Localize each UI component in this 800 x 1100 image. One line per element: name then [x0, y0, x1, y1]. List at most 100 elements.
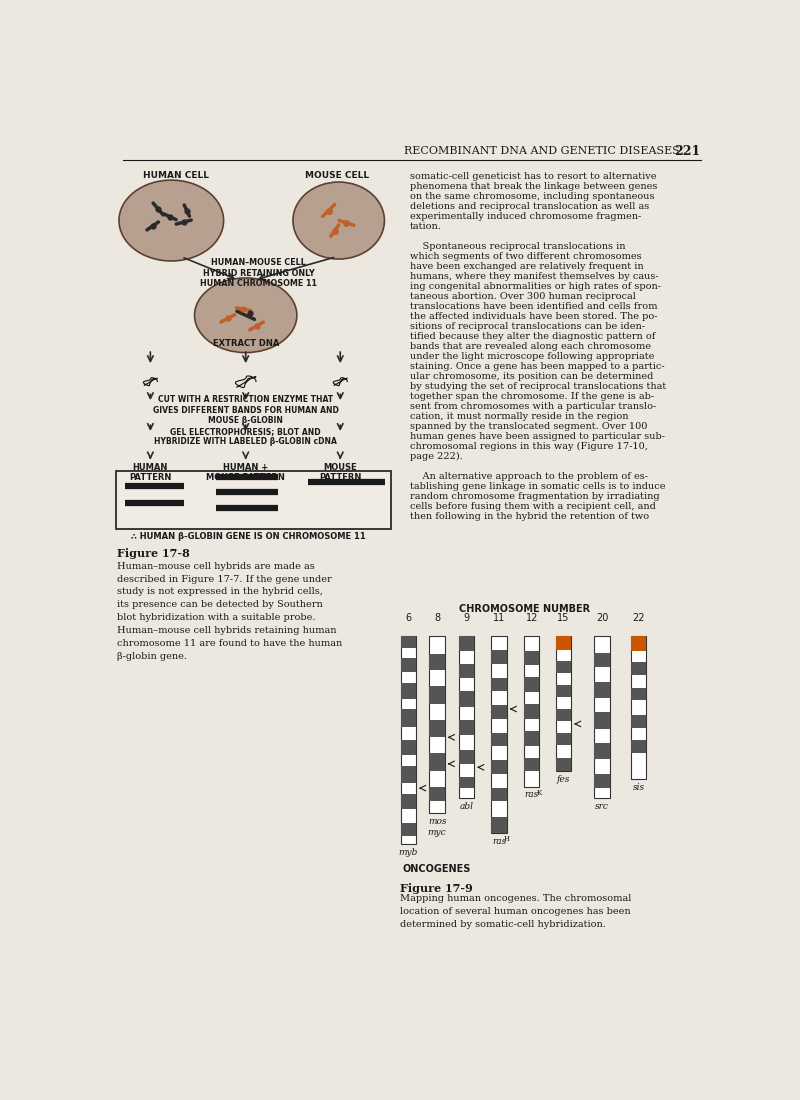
Bar	[459, 720, 474, 735]
Text: Mapping human oncogenes. The chromosomal
location of several human oncogenes has: Mapping human oncogenes. The chromosomal…	[400, 894, 631, 930]
Text: deletions and reciprocal translocation as well as: deletions and reciprocal translocation a…	[410, 202, 650, 211]
Text: src: src	[595, 802, 609, 811]
Text: sis: sis	[633, 783, 645, 792]
Bar	[594, 773, 610, 789]
Text: K: K	[536, 789, 542, 796]
Text: An alternative approach to the problem of es-: An alternative approach to the problem o…	[410, 472, 648, 482]
Text: 6: 6	[406, 614, 411, 624]
Bar	[556, 661, 571, 673]
Text: bands that are revealed along each chromosome: bands that are revealed along each chrom…	[410, 342, 651, 351]
Text: ∴ HUMAN β-GLOBIN GENE IS ON CHROMOSOME 11: ∴ HUMAN β-GLOBIN GENE IS ON CHROMOSOME 1…	[131, 531, 366, 540]
Bar	[631, 662, 646, 674]
Bar	[401, 636, 416, 845]
Bar	[401, 710, 416, 727]
Text: ing congenital abnormalities or high rates of spon-: ing congenital abnormalities or high rat…	[410, 282, 661, 292]
Text: MOUSE
PATTERN: MOUSE PATTERN	[319, 463, 362, 483]
Text: taneous abortion. Over 300 human reciprocal: taneous abortion. Over 300 human recipro…	[410, 293, 636, 301]
Text: humans, where they manifest themselves by caus-: humans, where they manifest themselves b…	[410, 272, 658, 282]
Bar	[594, 682, 610, 697]
Bar	[459, 749, 474, 764]
Text: human genes have been assigned to particular sub-: human genes have been assigned to partic…	[410, 432, 665, 441]
Bar	[401, 636, 416, 648]
Bar	[491, 788, 507, 801]
Bar	[631, 688, 646, 701]
Bar	[401, 740, 416, 755]
Bar	[594, 652, 610, 667]
Text: CHROMOSOME NUMBER: CHROMOSOME NUMBER	[459, 604, 590, 614]
Bar	[491, 650, 507, 663]
Text: cells before fusing them with a recipient cell, and: cells before fusing them with a recipien…	[410, 503, 656, 512]
Text: ONCOGENES: ONCOGENES	[402, 865, 470, 874]
Bar	[491, 733, 507, 746]
Text: abl: abl	[459, 802, 474, 811]
Bar	[556, 636, 571, 771]
Text: fes: fes	[557, 774, 570, 784]
Ellipse shape	[194, 278, 297, 353]
Text: 22: 22	[632, 614, 645, 624]
Bar	[430, 754, 445, 771]
Text: experimentally induced chromosome fragmen-: experimentally induced chromosome fragme…	[410, 212, 642, 221]
Text: Figure 17-8: Figure 17-8	[117, 548, 190, 559]
Text: Human–mouse cell hybrids are made as
described in Figure 17-7. If the gene under: Human–mouse cell hybrids are made as des…	[117, 562, 342, 661]
Text: CUT WITH A RESTRICTION ENZYME THAT
GIVES DIFFERENT BANDS FOR HUMAN AND
MOUSE β-G: CUT WITH A RESTRICTION ENZYME THAT GIVES…	[153, 395, 338, 425]
Bar	[491, 636, 507, 833]
Text: together span the chromosome. If the gene is ab-: together span the chromosome. If the gen…	[410, 393, 654, 402]
Text: HUMAN
PATTERN: HUMAN PATTERN	[129, 463, 171, 483]
Bar	[556, 758, 571, 771]
Text: HUMAN–MOUSE CELL
HYBRID RETAINING ONLY
HUMAN CHROMOSOME 11: HUMAN–MOUSE CELL HYBRID RETAINING ONLY H…	[200, 258, 318, 288]
Bar	[459, 691, 474, 707]
Ellipse shape	[293, 182, 385, 258]
Text: tified because they alter the diagnostic pattern of: tified because they alter the diagnostic…	[410, 332, 655, 341]
Bar	[556, 710, 571, 722]
Bar	[491, 760, 507, 773]
Text: which segments of two different chromosomes: which segments of two different chromoso…	[410, 252, 642, 261]
Text: 8: 8	[434, 614, 440, 624]
Text: tation.: tation.	[410, 222, 442, 231]
Bar	[594, 744, 610, 759]
Bar	[631, 740, 646, 754]
Text: EXTRACT DNA: EXTRACT DNA	[213, 339, 279, 348]
Text: 221: 221	[674, 145, 701, 157]
Bar	[631, 636, 646, 650]
Bar	[491, 817, 507, 833]
Text: 9: 9	[463, 614, 470, 624]
Bar	[401, 824, 416, 836]
Bar	[594, 713, 610, 728]
Bar	[594, 636, 610, 799]
Bar	[115, 471, 390, 529]
Text: tablishing gene linkage in somatic cells is to induce: tablishing gene linkage in somatic cells…	[410, 482, 666, 492]
Text: translocations have been identified and cells from: translocations have been identified and …	[410, 302, 658, 311]
Text: ras: ras	[492, 836, 506, 846]
Bar	[459, 636, 474, 799]
Bar	[524, 636, 539, 786]
Text: on the same chromosome, including spontaneous: on the same chromosome, including sponta…	[410, 192, 654, 201]
Text: phenomena that break the linkage between genes: phenomena that break the linkage between…	[410, 182, 658, 191]
Bar	[556, 636, 571, 650]
Bar	[430, 719, 445, 737]
Bar	[459, 777, 474, 789]
Text: somatic-cell geneticist has to resort to alternative: somatic-cell geneticist has to resort to…	[410, 172, 657, 182]
Bar	[401, 683, 416, 698]
Bar	[401, 767, 416, 783]
Text: sent from chromosomes with a particular translo-: sent from chromosomes with a particular …	[410, 403, 656, 411]
Bar	[430, 786, 445, 801]
Bar	[524, 676, 539, 692]
Text: chromosomal regions in this way (Figure 17-10,: chromosomal regions in this way (Figure …	[410, 442, 648, 451]
Text: 20: 20	[596, 614, 608, 624]
Text: HUMAN CELL: HUMAN CELL	[142, 172, 209, 180]
Text: H: H	[504, 835, 510, 843]
Bar	[430, 686, 445, 704]
Text: have been exchanged are relatively frequent in: have been exchanged are relatively frequ…	[410, 262, 644, 271]
Bar	[631, 715, 646, 727]
Text: cation, it must normally reside in the region: cation, it must normally reside in the r…	[410, 412, 629, 421]
Text: GEL ELECTROPHORESIS; BLOT AND
HYBRIDIZE WITH LABELED β-GLOBIN cDNA: GEL ELECTROPHORESIS; BLOT AND HYBRIDIZE …	[154, 427, 337, 447]
Text: under the light microscope following appropriate: under the light microscope following app…	[410, 352, 654, 361]
Bar	[491, 678, 507, 691]
Text: then following in the hybrid the retention of two: then following in the hybrid the retenti…	[410, 513, 649, 521]
Text: RECOMBINANT DNA AND GENETIC DISEASES: RECOMBINANT DNA AND GENETIC DISEASES	[404, 146, 680, 156]
Text: ular chromosome, its position can be determined: ular chromosome, its position can be det…	[410, 372, 654, 382]
Text: ras: ras	[525, 790, 539, 800]
Text: myb: myb	[398, 848, 418, 857]
Bar	[524, 730, 539, 746]
Ellipse shape	[119, 180, 224, 261]
